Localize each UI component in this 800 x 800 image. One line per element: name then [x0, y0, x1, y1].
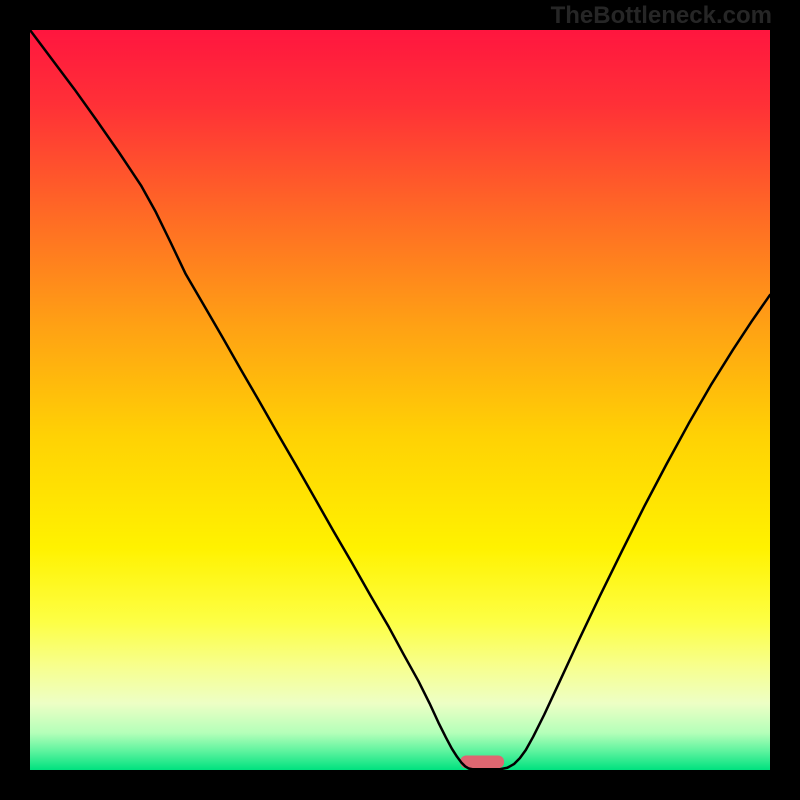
watermark-text: TheBottleneck.com — [551, 2, 772, 30]
plot-background — [30, 30, 770, 770]
bottleneck-chart — [0, 0, 800, 800]
min-marker — [461, 756, 504, 768]
chart-container: TheBottleneck.com — [0, 0, 800, 800]
